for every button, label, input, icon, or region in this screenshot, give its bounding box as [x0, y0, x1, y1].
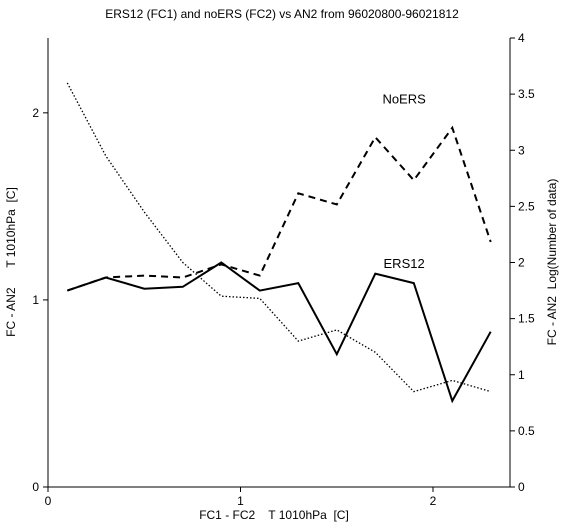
- axis-ticks: 0 1 2 0 1 2 0 0.5 1 1.5 2 2.5 3 3.5 4: [32, 31, 535, 508]
- annotation-ers12: ERS12: [384, 256, 425, 271]
- right-y-tick-label: 0.5: [518, 424, 535, 438]
- right-y-tick-label: 4: [518, 31, 525, 45]
- left-y-tick-label: 0: [32, 480, 39, 494]
- x-tick-label: 1: [237, 494, 244, 508]
- left-y-tick-label: 2: [32, 106, 39, 120]
- right-y-axis-label: FC - AN2 Log(Number of data): [545, 179, 559, 346]
- annotation-layer: NoERS ERS12: [382, 91, 426, 271]
- x-axis-label: FC1 - FC2 T 1010hPa [C]: [199, 508, 349, 522]
- ers12-line: [66, 261, 492, 404]
- right-y-tick-label: 3: [518, 143, 525, 157]
- left-y-axis-label: FC - AN2 T 1010hPa [C]: [4, 187, 18, 337]
- right-y-tick-label: 1: [518, 368, 525, 382]
- noers-line: [66, 125, 492, 292]
- x-tick-label: 2: [430, 494, 437, 508]
- right-y-tick-label: 1.5: [518, 312, 535, 326]
- right-y-tick-label: 2: [518, 256, 525, 270]
- right-y-tick-label: 0: [518, 480, 525, 494]
- chart-title: ERS12 (FC1) and noERS (FC2) vs AN2 from …: [105, 7, 459, 21]
- right-y-tick-label: 2.5: [518, 199, 535, 213]
- right-y-tick-label: 3.5: [518, 87, 535, 101]
- dotted-line: [66, 82, 491, 393]
- left-y-tick-label: 1: [32, 293, 39, 307]
- x-tick-label: 0: [45, 494, 52, 508]
- annotation-noers: NoERS: [382, 91, 426, 106]
- series-layer: [66, 82, 492, 404]
